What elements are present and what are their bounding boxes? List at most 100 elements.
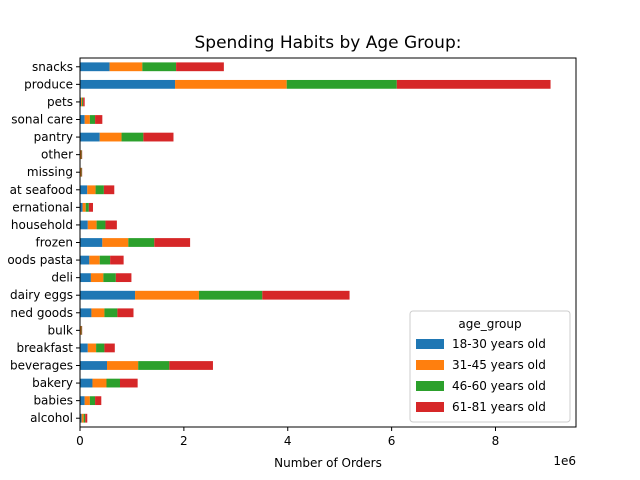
bar-segment-international-series-1 [82, 202, 86, 212]
x-axis-offset-label: 1e6 [553, 454, 576, 468]
bar-segment-other-series-1 [80, 150, 82, 160]
bar-segment-deli-series-0 [80, 273, 91, 283]
bar-segment-deli-series-3 [115, 273, 132, 283]
bar-segment-snacks-series-2 [142, 62, 177, 72]
bar-segment-international-series-3 [88, 202, 93, 212]
bar-segment-meat-seafood-series-1 [87, 185, 96, 195]
bar-segment-alcohol-series-2 [83, 413, 86, 423]
bar-segment-frozen-series-2 [128, 238, 155, 247]
y-tick-label: at seafood [10, 183, 73, 197]
bar-segment-breakfast-series-0 [80, 343, 88, 353]
bar-segment-bakery-series-0 [80, 378, 93, 388]
y-tick-label: missing [27, 165, 73, 179]
bar-segment-personal-care-series-0 [80, 115, 85, 124]
bar-segment-pantry-series-3 [143, 132, 174, 142]
bar-segment-dry-goods-pasta-series-2 [99, 255, 111, 265]
bar-segment-pets-series-0 [80, 97, 82, 107]
legend-item-label: 46-60 years old [452, 379, 546, 393]
bar-segment-snacks-series-3 [176, 62, 224, 72]
legend-swatch [416, 381, 444, 391]
y-tick-label: snacks [32, 60, 73, 74]
legend-title: age_group [458, 317, 521, 331]
bar-segment-international-series-0 [80, 202, 83, 212]
y-tick-label: deli [51, 271, 73, 285]
y-tick-label: household [11, 218, 73, 232]
bar-segment-dry-goods-pasta-series-0 [80, 255, 90, 265]
legend-swatch [416, 402, 444, 412]
bar-segment-pets-series-3 [83, 97, 85, 107]
bar-segment-canned-goods-series-0 [80, 308, 92, 318]
bar-segment-canned-goods-series-3 [117, 308, 134, 318]
legend-item-label: 31-45 years old [452, 358, 546, 372]
bar-segment-household-series-3 [105, 220, 117, 230]
legend: age_group 18-30 years old 31-45 years old… [409, 310, 571, 423]
bar-segment-produce-series-3 [396, 79, 551, 89]
y-tick-label: breakfast [16, 341, 73, 355]
bar-segment-alcohol-series-0 [80, 413, 82, 423]
bar-segment-other-series-2 [81, 150, 82, 160]
y-tick-label: pantry [34, 130, 73, 144]
bar-segment-alcohol-series-1 [81, 413, 84, 423]
y-tick-label: bulk [47, 323, 73, 337]
bar-segment-babies-series-3 [95, 396, 102, 406]
y-axis-ticks: alcohol babies bakery beverages breakfast bul… [7, 60, 80, 425]
bar-segment-dairy-eggs-series-3 [262, 290, 350, 300]
bar-segment-bulk-series-3 [81, 325, 83, 335]
bar-segment-personal-care-series-2 [89, 115, 96, 124]
legend-swatch [416, 360, 444, 370]
legend-box [409, 310, 571, 423]
bar-segment-dairy-eggs-series-1 [135, 290, 199, 300]
x-axis-ticks: 0 2 4 6 8 [76, 427, 499, 448]
bar-segment-dairy-eggs-series-2 [198, 290, 263, 300]
bar-segment-bakery-series-3 [119, 378, 138, 388]
bar-segment-bulk-series-2 [81, 325, 82, 335]
x-axis-label: Number of Orders [274, 456, 382, 470]
bar-segment-dairy-eggs-series-0 [80, 290, 136, 300]
bar-segment-beverages-series-2 [138, 361, 170, 370]
bar-segment-babies-series-1 [84, 396, 90, 406]
legend-swatch [416, 339, 444, 349]
y-tick-label: bakery [32, 376, 73, 390]
y-tick-label: babies [33, 394, 73, 408]
bar-segment-personal-care-series-3 [95, 115, 103, 124]
bar-segment-bakery-series-1 [92, 378, 107, 388]
y-tick-label: other [41, 148, 73, 162]
bar-segment-babies-series-2 [89, 396, 96, 406]
bar-segment-missing-series-1 [80, 167, 82, 177]
legend-item-label: 18-30 years old [452, 337, 546, 351]
bar-segment-deli-series-1 [90, 273, 104, 283]
y-tick-label: alcohol [30, 411, 73, 425]
bar-segment-dry-goods-pasta-series-3 [110, 255, 124, 265]
bar-segment-meat-seafood-series-0 [80, 185, 88, 195]
bar-segment-pantry-series-1 [99, 132, 122, 142]
y-tick-label: frozen [35, 236, 73, 250]
y-tick-label: beverages [10, 359, 73, 373]
bar-segment-produce-series-2 [286, 79, 397, 89]
bar-segment-produce-series-0 [80, 79, 176, 89]
y-tick-label: pets [47, 95, 73, 109]
y-tick-label: oods pasta [7, 253, 73, 267]
y-tick-label: produce [24, 77, 73, 91]
bar-segment-bakery-series-2 [106, 378, 120, 388]
bar-segment-beverages-series-0 [80, 361, 108, 370]
bar-segment-canned-goods-series-1 [91, 308, 105, 318]
bar-segment-meat-seafood-series-2 [95, 185, 104, 195]
bar-segment-personal-care-series-1 [84, 115, 90, 124]
x-tick-label: 4 [284, 434, 292, 448]
bar-segment-beverages-series-1 [107, 361, 139, 370]
bar-segment-frozen-series-3 [154, 238, 191, 247]
bar-segment-breakfast-series-1 [87, 343, 97, 353]
bar-segment-canned-goods-series-2 [104, 308, 118, 318]
x-tick-label: 8 [492, 434, 500, 448]
bar-segment-pets-series-2 [82, 97, 84, 107]
bar-segment-missing-series-2 [81, 167, 82, 177]
y-tick-label: ernational [12, 200, 73, 214]
plot-frame [79, 57, 577, 428]
bar-segment-snacks-series-0 [80, 62, 110, 72]
chart-title: Spending Habits by Age Group: [195, 33, 462, 53]
bar-segment-breakfast-series-3 [104, 343, 115, 353]
bar-segment-breakfast-series-2 [96, 343, 105, 353]
bar-segment-pantry-series-2 [121, 132, 144, 142]
x-tick-label: 6 [388, 434, 396, 448]
bar-segment-pets-series-1 [81, 97, 83, 107]
